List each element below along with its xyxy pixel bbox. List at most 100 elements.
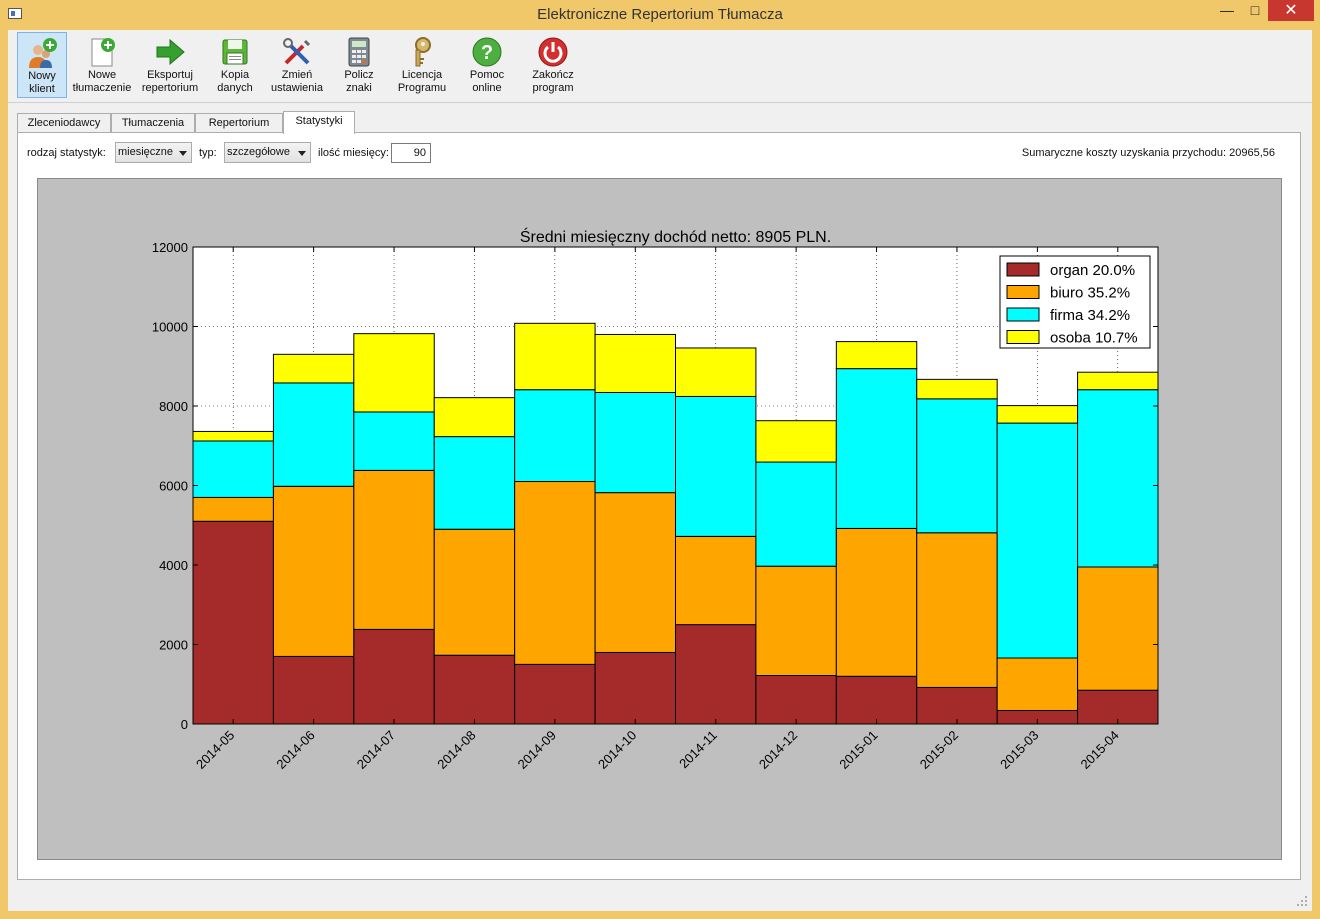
bar-segment xyxy=(996,405,1079,424)
legend-entry: osoba 10.7% xyxy=(1050,330,1138,347)
y-tick-label: 0 xyxy=(181,717,188,732)
tab-clients[interactable]: Zleceniodawcy xyxy=(17,113,111,133)
close-button[interactable]: ✕ xyxy=(1268,0,1314,21)
chevron-down-icon xyxy=(179,151,187,156)
costs-summary: Sumaryczne koszty uzyskania przychodu: 2… xyxy=(1021,147,1275,159)
bar-segment xyxy=(1077,566,1159,691)
legend-swatch xyxy=(1006,330,1040,344)
tab-statistics[interactable]: Statystyki xyxy=(283,111,355,134)
export-label-1: Eksportuj xyxy=(147,69,193,81)
bar-segment xyxy=(192,430,274,442)
type-label: typ: xyxy=(199,147,217,159)
new-client-label-1: Nowy xyxy=(28,70,56,82)
bar-segment xyxy=(594,333,676,393)
main-window: Nowy klient Nowe tłumaczenie Eksportuj r… xyxy=(8,30,1312,911)
bar-segment xyxy=(835,341,918,370)
stat-type-value: miesięczne xyxy=(118,146,174,158)
new-client-button[interactable]: Nowy klient xyxy=(17,32,67,98)
count-chars-button[interactable]: Policz znaki xyxy=(333,32,385,98)
bar-segment xyxy=(835,675,918,725)
bar-segment xyxy=(433,436,516,530)
backup-button[interactable]: Kopia danych xyxy=(207,32,263,98)
tab-translations[interactable]: Tłumaczenia xyxy=(111,113,195,133)
bar-segment xyxy=(594,651,676,725)
bar-segment xyxy=(272,485,355,657)
y-tick-label: 4000 xyxy=(159,558,188,573)
chart-area: 0 2000 4000 6000 8000 10000 12000 2014-05 2014-0… xyxy=(37,178,1282,860)
bar-segment xyxy=(433,397,516,438)
tools-icon xyxy=(283,38,311,65)
settings-button[interactable]: Zmień ustawienia xyxy=(267,32,327,98)
new-document-icon xyxy=(91,38,115,67)
toolbar: Nowy klient Nowe tłumaczenie Eksportuj r… xyxy=(8,30,1312,103)
bar-segment xyxy=(192,440,274,498)
bar-segment xyxy=(996,422,1079,659)
svg-text:?: ? xyxy=(481,42,493,64)
y-tick-label: 12000 xyxy=(152,240,188,255)
floppy-disk-icon xyxy=(222,39,248,65)
bar-segment xyxy=(835,527,918,677)
bar-segment xyxy=(1077,371,1159,391)
bar-segment xyxy=(675,535,757,626)
statistics-panel: rodzaj statystyk: miesięczne typ: szczeg… xyxy=(17,132,1301,880)
months-input[interactable]: 90 xyxy=(391,143,431,163)
type-select[interactable]: szczegółowe xyxy=(224,142,311,163)
legend-entry: organ 20.0% xyxy=(1050,262,1135,279)
license-label-2: Programu xyxy=(397,82,447,94)
bar-segment xyxy=(1077,389,1159,568)
x-tick-label: 2014-11 xyxy=(676,728,720,772)
y-tick-label: 6000 xyxy=(159,479,188,494)
bar-segment xyxy=(675,624,757,725)
chevron-down-icon xyxy=(298,151,306,156)
license-label-1: Licencja xyxy=(401,69,443,81)
bar-segment xyxy=(916,378,998,400)
bar-segment xyxy=(916,686,998,725)
bar-segment xyxy=(514,322,596,391)
bar-segment xyxy=(353,628,435,725)
resize-grip-icon[interactable] xyxy=(1296,895,1308,907)
stat-type-label: rodzaj statystyk: xyxy=(27,147,106,159)
stat-type-select[interactable]: miesięczne xyxy=(115,142,192,163)
count-chars-label-1: Policz xyxy=(344,69,374,81)
backup-label-1: Kopia xyxy=(220,69,250,81)
bar-segment xyxy=(514,481,596,665)
new-client-icon xyxy=(29,38,57,68)
legend-swatch xyxy=(1006,262,1040,277)
stacked-bar-chart: 0 2000 4000 6000 8000 10000 12000 2014-05 2014-0… xyxy=(152,227,1159,772)
y-tick-label: 2000 xyxy=(159,638,188,653)
tab-repertory[interactable]: Repertorium xyxy=(195,113,283,133)
x-tick-label: 2015-02 xyxy=(917,728,961,772)
chart-title: Średni miesięczny dochód netto: 8905 PLN… xyxy=(520,227,831,246)
legend-swatch xyxy=(1006,307,1040,322)
bar-segment xyxy=(192,520,274,725)
settings-label-1: Zmień xyxy=(281,69,313,81)
help-button[interactable]: ? Pomoc online xyxy=(459,32,515,98)
count-chars-label-2: znaki xyxy=(346,82,372,94)
bar-segment xyxy=(996,657,1079,711)
bar-segment xyxy=(675,395,757,537)
exit-label-1: Zakończ xyxy=(532,69,574,81)
bar-segment xyxy=(272,353,355,384)
bar-segment xyxy=(433,528,516,656)
new-client-label-2: klient xyxy=(29,83,55,95)
x-tick-label: 2015-04 xyxy=(1078,728,1122,772)
new-translation-button[interactable]: Nowe tłumaczenie xyxy=(71,32,133,98)
x-tick-label: 2014-08 xyxy=(434,728,478,772)
license-button[interactable]: Licencja Programu xyxy=(391,32,453,98)
maximize-button[interactable]: □ xyxy=(1250,2,1260,18)
bar-segment xyxy=(353,411,435,471)
bar-segment xyxy=(755,420,837,463)
new-translation-label-2: tłumaczenie xyxy=(72,82,132,94)
window-title: Elektroniczne Repertorium Tłumacza xyxy=(537,6,783,23)
help-label-2: online xyxy=(472,82,502,94)
x-tick-label: 2014-05 xyxy=(193,728,237,772)
bar-segment xyxy=(755,461,837,567)
bar-segment xyxy=(272,655,355,725)
bar-segment xyxy=(594,492,676,653)
x-tick-label: 2014-06 xyxy=(273,728,317,772)
export-button[interactable]: Eksportuj repertorium xyxy=(139,32,201,98)
app-icon xyxy=(8,8,22,19)
exit-button[interactable]: Zakończ program xyxy=(523,32,583,98)
minimize-button[interactable]: — xyxy=(1220,2,1234,18)
bar-segment xyxy=(192,496,274,522)
